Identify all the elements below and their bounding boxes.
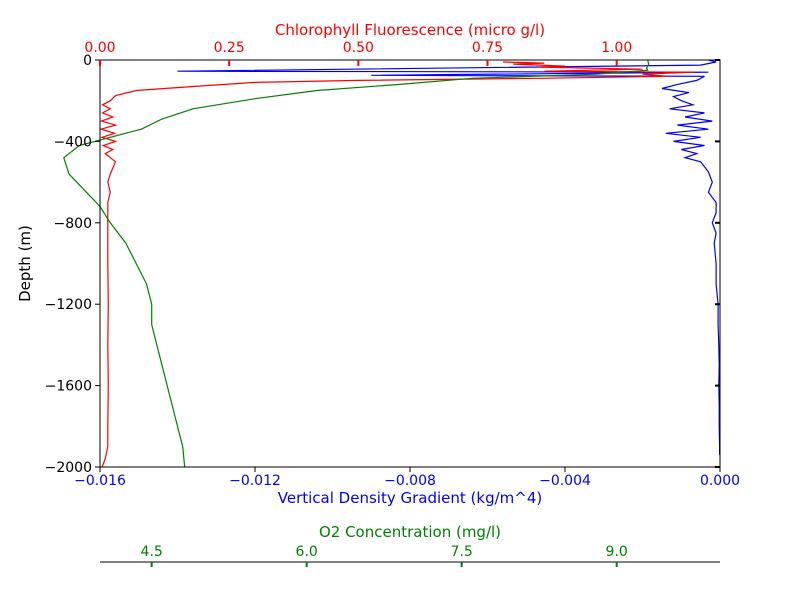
chlorophyll-tick-label: 0.25 (214, 40, 245, 56)
y-tick-label: −400 (54, 134, 92, 150)
density-tick-label: −0.004 (539, 473, 591, 489)
oxygen-tick-label: 6.0 (296, 544, 318, 560)
plot-frame (99, 59, 721, 468)
axes-layer: 0 −400 −800 −1200 −1600 −2000 Depth (m) −0.016 −… (16, 21, 740, 567)
y-tick-label: −1600 (45, 379, 92, 395)
series-line-density (177, 59, 721, 455)
oxygen-tick-label: 9.0 (606, 544, 628, 560)
series-line-chlorophyll (98, 61, 695, 468)
chlorophyll-tick-label: 0.75 (472, 40, 503, 56)
y-tick-label: −2000 (45, 460, 92, 476)
chlorophyll-tick-label: 0.00 (84, 40, 115, 56)
y-tick-label: 0 (83, 53, 92, 69)
density-tick-label: −0.008 (384, 473, 436, 489)
oxygen-tick-label: 4.5 (141, 544, 163, 560)
density-axis-label: Vertical Density Gradient (kg/m^4) (278, 489, 542, 507)
oxygen-axis-label: O2 Concentration (mg/l) (319, 523, 501, 541)
chlorophyll-axis-label: Chlorophyll Fluorescence (micro g/l) (275, 21, 545, 39)
chlorophyll-tick-label: 1.00 (601, 40, 632, 56)
series-line-oxygen (63, 59, 650, 468)
chlorophyll-tick-label: 0.50 (343, 40, 374, 56)
density-tick-label: −0.012 (229, 473, 281, 489)
oxygen-tick-label: 7.5 (451, 544, 473, 560)
density-tick-label: 0.000 (700, 473, 740, 489)
plot-lines (63, 59, 721, 468)
y-tick-label: −800 (54, 216, 92, 232)
y-tick-label: −1200 (45, 297, 92, 313)
density-tick-label: −0.016 (74, 473, 126, 489)
y-axis-label: Depth (m) (16, 225, 34, 302)
